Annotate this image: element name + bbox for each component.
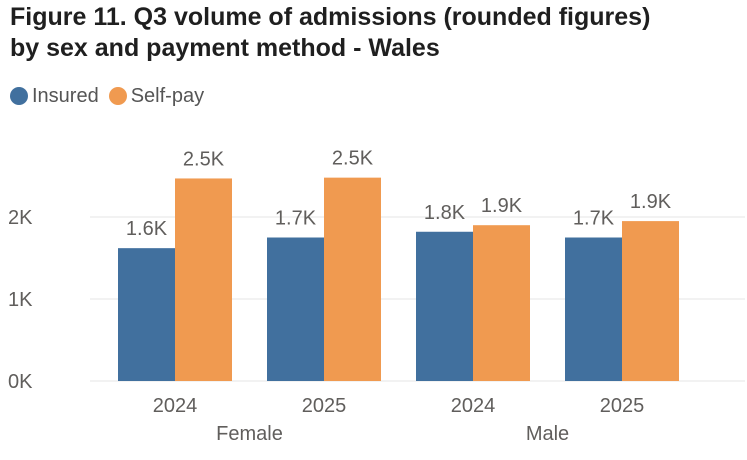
data-label-self-pay-0: 2.5K bbox=[183, 148, 225, 170]
bar-self-pay-0 bbox=[175, 178, 232, 381]
data-label-self-pay-1: 2.5K bbox=[332, 148, 374, 170]
legend-swatch-insured bbox=[10, 87, 28, 105]
bar-insured-2 bbox=[416, 231, 473, 381]
x-group-label-male: Male bbox=[526, 423, 569, 445]
y-tick-label-0: 0K bbox=[8, 371, 33, 393]
data-label-self-pay-2: 1.9K bbox=[481, 195, 523, 217]
chart-title-line-1: Figure 11. Q3 volume of admissions (roun… bbox=[10, 3, 651, 31]
legend-swatch-self-pay bbox=[108, 87, 127, 105]
bar-self-pay-1 bbox=[324, 177, 381, 381]
x-tick-label-1: 2025 bbox=[302, 395, 347, 417]
bar-self-pay-3 bbox=[622, 221, 679, 381]
data-label-insured-1: 1.7K bbox=[275, 208, 317, 230]
legend-item-insured[interactable]: Insured bbox=[10, 85, 99, 108]
y-tick-label-2: 2K bbox=[8, 207, 33, 229]
data-label-insured-0: 1.6K bbox=[126, 218, 168, 240]
bar-insured-0 bbox=[118, 248, 175, 381]
chart-title: Figure 11. Q3 volume of admissions (roun… bbox=[10, 2, 740, 64]
bar-self-pay-2 bbox=[473, 225, 530, 381]
data-label-insured-2: 1.8K bbox=[424, 202, 466, 224]
x-tick-label-2: 2024 bbox=[451, 395, 496, 417]
x-group-label-female: Female bbox=[216, 423, 283, 445]
x-tick-label-3: 2025 bbox=[600, 395, 645, 417]
data-label-self-pay-3: 1.9K bbox=[630, 191, 672, 213]
legend-label-insured: Insured bbox=[32, 84, 99, 107]
chart-title-line-2: by sex and payment method - Wales bbox=[10, 34, 440, 62]
data-label-insured-3: 1.7K bbox=[573, 208, 615, 230]
chart-legend: Insured Self-pay bbox=[10, 83, 214, 109]
bar-insured-1 bbox=[267, 237, 324, 381]
legend-item-self-pay[interactable]: Self-pay bbox=[108, 84, 205, 108]
x-tick-label-0: 2024 bbox=[153, 395, 198, 417]
bar-insured-3 bbox=[565, 237, 622, 381]
y-tick-label-1: 1K bbox=[8, 289, 33, 311]
legend-label-self-pay: Self-pay bbox=[130, 84, 205, 107]
